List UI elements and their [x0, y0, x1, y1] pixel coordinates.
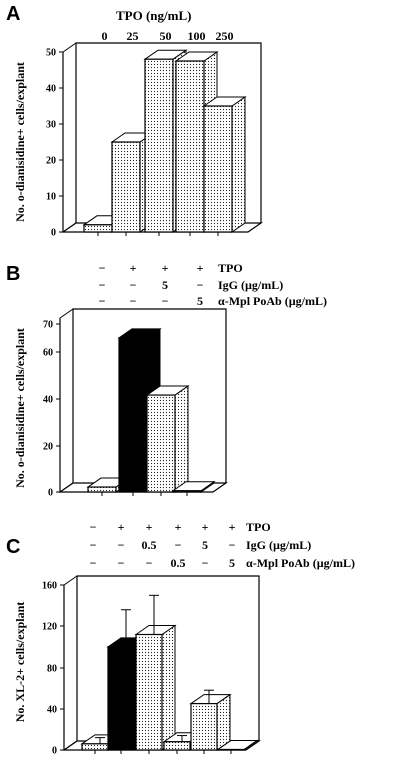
panel-b-condition-sign: 5: [197, 294, 203, 308]
panel-c-condition-sign: +: [146, 520, 153, 534]
panel-c-condition-sign: −: [175, 538, 182, 552]
panel-c-frame-edge: [63, 575, 78, 586]
panel-c-condition-sign: 5: [229, 556, 235, 570]
panel-a-frame-edge: [62, 222, 77, 233]
panel-a-y-tick-label: 0: [51, 228, 56, 239]
panel-c-y-tick-label: 80: [47, 664, 57, 675]
panel-b-condition-sign: −: [99, 261, 106, 275]
panel-c-condition-sign: 5: [202, 538, 208, 552]
panel-a-back-wall: [62, 42, 262, 232]
panel-a-frame-edge: [62, 42, 77, 53]
panel-c-condition-sign: −: [90, 556, 97, 570]
panel-c-condition-sign: −: [90, 538, 97, 552]
panel-c-letter: C: [6, 536, 20, 558]
panel-a-category-label: 0: [102, 29, 108, 43]
panel-b-condition-sign: −: [130, 294, 137, 308]
panel-c-condition-sign: +: [175, 520, 182, 534]
panel-b-condition-sign: +: [162, 261, 169, 275]
panel-c-y-tick-label: 120: [42, 622, 57, 633]
panel-b-bar-side: [174, 385, 189, 493]
panel-b-y-tick-label: 40: [43, 395, 53, 406]
panel-b-y-axis-label: No. o-dianisidine+ cells/explant: [13, 328, 27, 488]
panel-b-condition-label: TPO: [218, 261, 243, 275]
panel-b-condition-sign: +: [130, 261, 137, 275]
panel-c-condition-sign: −: [90, 520, 97, 534]
panel-c-y-axis-label: No. XL-2+ cells/explant: [13, 602, 27, 723]
panel-b-chart: B No. o-dianisidine+ cells/explant 0 20 40…: [6, 261, 327, 499]
panel-b-condition-sign: +: [197, 261, 204, 275]
panel-c-bar: [163, 741, 191, 751]
panel-b-bar: [172, 490, 202, 493]
panel-a-title: TPO (ng/mL): [116, 8, 191, 23]
panel-b-condition-label: α-Mpl PoAb (µg/mL): [218, 294, 327, 308]
panel-c-condition-label: α-Mpl PoAb (µg/mL): [246, 556, 355, 570]
panel-b-frame-edge: [59, 308, 74, 319]
panel-a-bar: [175, 60, 205, 233]
panel-c-bar: [81, 743, 109, 751]
panel-c-bar: [190, 702, 218, 751]
panel-c-bar-side: [216, 693, 231, 751]
panel-c-y-tick-label: 40: [47, 705, 57, 716]
panel-a-y-axis-label: No. o-dianisidine+ cells/explant: [13, 62, 27, 222]
panel-b-y-tick-label: 0: [48, 488, 53, 499]
panel-c-condition-sign: −: [118, 538, 125, 552]
panel-a-y-tick-label: 10: [46, 192, 56, 203]
panel-b-y-tick-label: 20: [43, 442, 53, 453]
panel-c-bar-side: [161, 624, 176, 751]
panel-b-condition-sign: −: [197, 278, 204, 292]
panel-c-condition-sign: +: [229, 520, 236, 534]
panel-a-category-label: 250: [216, 29, 234, 43]
panel-b-condition-label: IgG (µg/mL): [218, 278, 283, 292]
panel-b-y-tick-label: 60: [43, 348, 53, 359]
panel-c-condition-label: TPO: [246, 520, 271, 534]
panel-b-y-tick-label: 70: [43, 320, 53, 331]
panel-c-y-tick-label: 0: [52, 746, 57, 757]
panel-a-category-label: 50: [160, 29, 172, 43]
panel-b-bar: [87, 486, 117, 493]
panel-c-condition-sign: +: [202, 520, 209, 534]
panel-c-bar: [217, 748, 245, 751]
panel-c-condition-sign: +: [118, 520, 125, 534]
panel-b-condition-sign: −: [130, 278, 137, 292]
panel-a-bar: [144, 58, 174, 233]
panel-c-condition-sign: −: [146, 556, 153, 570]
panel-a-category-label: 100: [188, 29, 206, 43]
panel-c-condition-sign: −: [202, 556, 209, 570]
panel-c-frame-edge: [63, 740, 78, 751]
panel-c-condition-sign: −: [229, 538, 236, 552]
panel-c-bar: [107, 646, 135, 751]
panel-c-condition-sign: −: [118, 556, 125, 570]
panel-a-y-tick-label: 50: [46, 48, 56, 59]
panel-b-condition-sign: −: [99, 294, 106, 308]
panel-b-back-wall: [59, 308, 227, 492]
panel-b-frame-edge: [59, 482, 74, 493]
panel-b-condition-sign: 5: [162, 278, 168, 292]
panel-a-category-label: 25: [127, 29, 139, 43]
panel-c-bar: [135, 633, 163, 751]
panel-a-bar: [203, 105, 233, 233]
panel-c-condition-sign: 0.5: [171, 556, 186, 570]
panel-a-chart: A TPO (ng/mL) No. o-dianisidine+ cells/e…: [6, 3, 263, 239]
panel-b-letter: B: [6, 263, 20, 285]
panel-b-bar: [146, 394, 176, 493]
panel-a-bar: [83, 224, 113, 233]
panel-a-bar-side: [231, 96, 246, 233]
panel-c-condition-sign: 0.5: [142, 538, 157, 552]
panel-c-y-tick-label: 160: [42, 581, 57, 592]
panel-a-bar: [111, 141, 141, 233]
panel-b-condition-sign: −: [99, 278, 106, 292]
panel-a-y-tick-label: 30: [46, 120, 56, 131]
panel-c-chart: C No. XL-2+ cells/explant 0 40 80 120 160 − + +…: [6, 520, 355, 757]
panel-c-condition-label: IgG (µg/mL): [246, 538, 311, 552]
panel-b-bar: [118, 337, 148, 493]
panel-a-letter: A: [6, 3, 20, 25]
panel-b-condition-sign: −: [162, 294, 169, 308]
panel-a-y-tick-label: 20: [46, 156, 56, 167]
panel-a-y-tick-label: 40: [46, 84, 56, 95]
